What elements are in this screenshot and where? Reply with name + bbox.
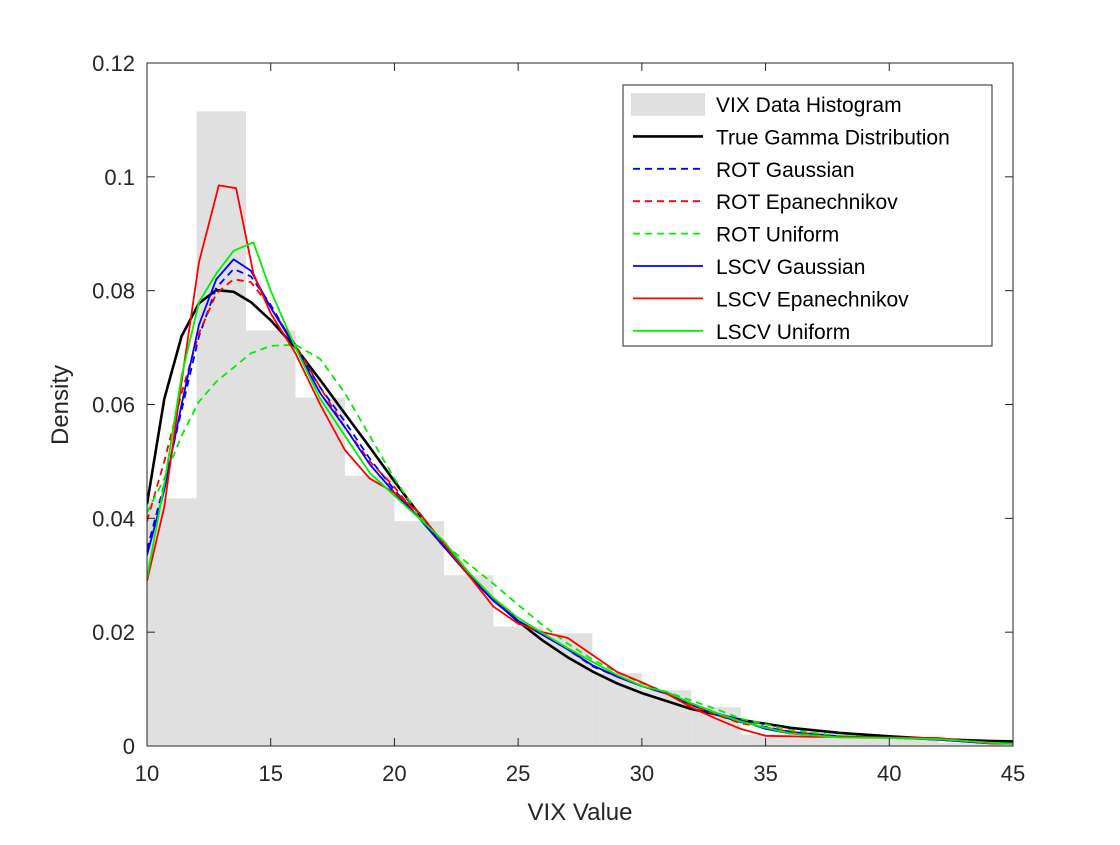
y-tick-label-1: 0.02 bbox=[92, 620, 135, 645]
legend-label-lscv-uniform: LSCV Uniform bbox=[716, 321, 850, 344]
legend-label-true-gamma-distribution: True Gamma Distribution bbox=[716, 126, 950, 149]
legend-label-rot-gaussian: ROT Gaussian bbox=[716, 159, 855, 182]
density-lines bbox=[147, 184, 1013, 745]
histogram-bar-4 bbox=[344, 475, 395, 746]
histogram-bars bbox=[147, 111, 1013, 746]
histogram-bar-13 bbox=[790, 737, 840, 746]
series-line-rot-uniform bbox=[147, 343, 1013, 745]
histogram-bar-6 bbox=[443, 575, 494, 746]
histogram-bar-9 bbox=[592, 673, 642, 746]
histogram-bar-15 bbox=[889, 739, 939, 746]
series-line-rot-gaussian bbox=[147, 268, 1013, 745]
y-tick-label-2: 0.04 bbox=[92, 506, 135, 531]
histogram-bar-2 bbox=[245, 330, 296, 746]
legend-label-lscv-epanechnikov: LSCV Epanechnikov bbox=[716, 288, 909, 311]
x-axis-label: VIX Value bbox=[528, 799, 633, 826]
histogram-bar-1 bbox=[196, 111, 246, 746]
legend-swatch-vix-data-histogram bbox=[631, 93, 705, 116]
y-tick-label-5: 0.1 bbox=[104, 165, 135, 190]
histogram-bar-7 bbox=[493, 626, 543, 746]
histogram-bar-10 bbox=[641, 690, 692, 746]
histogram-bar-5 bbox=[394, 521, 444, 746]
y-tick-label-0: 0 bbox=[123, 734, 135, 759]
y-tick-label-4: 0.08 bbox=[92, 279, 135, 304]
legend-label-rot-epanechnikov: ROT Epanechnikov bbox=[716, 191, 898, 214]
x-tick-label-0: 10 bbox=[135, 761, 159, 786]
series-line-rot-epanechnikov bbox=[147, 278, 1013, 745]
series-line-lscv-uniform bbox=[147, 241, 1013, 745]
histogram-bar-17 bbox=[988, 743, 1013, 746]
histogram-bar-14 bbox=[839, 737, 890, 746]
legend-box bbox=[622, 84, 993, 347]
x-tick-label-7: 45 bbox=[1001, 761, 1025, 786]
legend-label-vix-data-histogram: VIX Data Histogram bbox=[716, 94, 902, 117]
histogram-bar-8 bbox=[542, 633, 593, 746]
y-tick-label-6: 0.12 bbox=[92, 51, 135, 76]
legend-label-lscv-gaussian: LSCV Gaussian bbox=[716, 256, 865, 279]
y-axis-label: Density bbox=[47, 365, 74, 445]
x-tick-label-6: 40 bbox=[877, 761, 901, 786]
x-tick-label-3: 25 bbox=[506, 761, 530, 786]
legend: VIX Data Histogram True Gamma Distributio… bbox=[622, 84, 993, 347]
x-tick-label-1: 15 bbox=[258, 761, 282, 786]
legend-label-rot-uniform: ROT Uniform bbox=[716, 224, 839, 247]
x-tick-label-5: 35 bbox=[753, 761, 777, 786]
axis-ticks: 10 15 20 25 30 35 40 45 0 0.02 0.04 0.06 0.08 0.1 0.12 bbox=[92, 51, 1025, 786]
x-tick-label-2: 20 bbox=[382, 761, 406, 786]
x-tick-label-4: 30 bbox=[630, 761, 654, 786]
y-tick-label-3: 0.06 bbox=[92, 393, 135, 418]
histogram-bar-0 bbox=[147, 498, 197, 746]
histogram-bar-3 bbox=[295, 397, 345, 746]
histogram-bar-16 bbox=[938, 742, 989, 746]
